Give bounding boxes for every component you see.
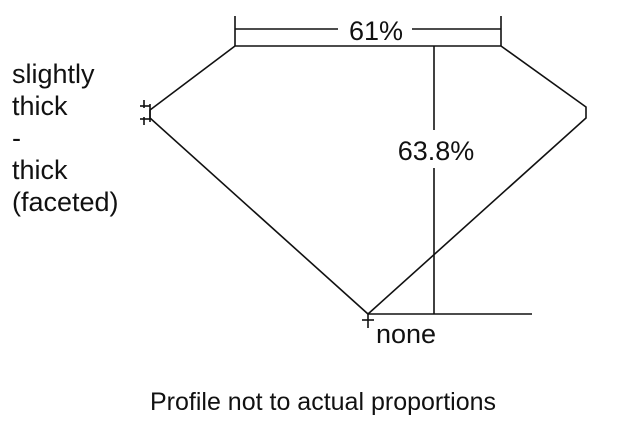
depth-percent-label: 63.8% bbox=[398, 136, 475, 166]
girdle-label-line: thick bbox=[12, 155, 68, 185]
gem-outline bbox=[149, 45, 587, 316]
girdle-label-line: thick bbox=[12, 91, 68, 121]
girdle-label: slightly thick - thick (faceted) bbox=[12, 58, 119, 218]
caption: Profile not to actual proportions bbox=[150, 388, 497, 416]
table-percent-label: 61% bbox=[349, 16, 403, 46]
girdle-label-line: - bbox=[12, 123, 21, 153]
girdle-label-line: (faceted) bbox=[12, 187, 119, 217]
culet-label: none bbox=[376, 319, 436, 349]
girdle-label-line: slightly bbox=[12, 59, 95, 89]
